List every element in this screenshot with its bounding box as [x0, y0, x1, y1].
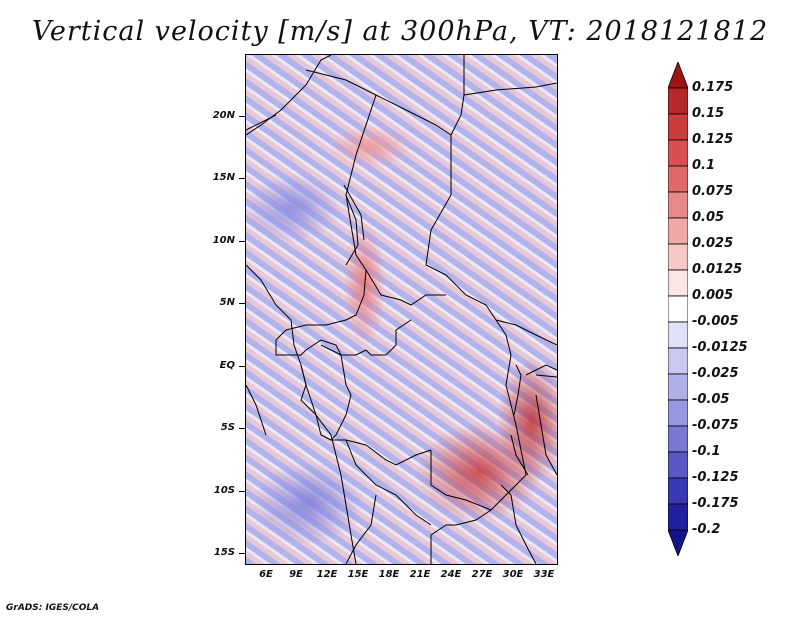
- lon-label-15e: 15E: [347, 569, 369, 580]
- colorbar-segment: [668, 321, 688, 349]
- colorbar-label: -0.05: [692, 392, 730, 407]
- colorbar-bottom-arrow: [668, 529, 688, 556]
- colorbar-label: 0.125: [692, 132, 734, 147]
- footer-credit: GrADS: IGES/COLA: [6, 603, 100, 613]
- colorbar-label: 0.15: [692, 106, 725, 121]
- colorbar-segment: [668, 425, 688, 453]
- colorbar-label: 0.005: [692, 288, 734, 303]
- colorbar-label: -0.2: [692, 522, 721, 537]
- colorbar-label: -0.125: [692, 470, 739, 485]
- colorbar-segment: [668, 269, 688, 297]
- lon-label-18e: 18E: [378, 569, 400, 580]
- colorbar-label: 0.075: [692, 184, 734, 199]
- lat-label-20n: 20N: [212, 110, 235, 121]
- colorbar-label: -0.075: [692, 418, 739, 433]
- lat-tick: [239, 178, 245, 179]
- lon-label-9e: 9E: [289, 569, 303, 580]
- lat-tick: [239, 303, 245, 304]
- colorbar-segment: [668, 451, 688, 479]
- colorbar-segment: [668, 113, 688, 141]
- lat-label-eq: EQ: [219, 360, 235, 371]
- colorbar-label: -0.0125: [692, 340, 748, 355]
- map-plot: [245, 54, 558, 565]
- colorbar-segment: [668, 399, 688, 427]
- lon-label-33e: 33E: [533, 569, 555, 580]
- colorbar-segment: [668, 165, 688, 193]
- lat-tick: [239, 553, 245, 554]
- lon-label-27e: 27E: [471, 569, 493, 580]
- colorbar-segment: [668, 243, 688, 271]
- colorbar: [668, 62, 688, 556]
- colorbar-segment: [668, 295, 688, 323]
- colorbar-label: -0.005: [692, 314, 739, 329]
- lat-label-5s: 5S: [220, 422, 235, 433]
- lat-label-15s: 15S: [213, 547, 235, 558]
- colorbar-label: 0.1: [692, 158, 716, 173]
- lat-label-10s: 10S: [213, 485, 235, 496]
- lat-label-10n: 10N: [212, 235, 235, 246]
- lat-label-15n: 15N: [212, 172, 235, 183]
- colorbar-segment: [668, 139, 688, 167]
- lat-tick: [239, 366, 245, 367]
- colorbar-label: 0.0125: [692, 262, 743, 277]
- colorbar-label: 0.025: [692, 236, 734, 251]
- lat-tick: [239, 491, 245, 492]
- lat-label-5n: 5N: [219, 297, 235, 308]
- colorbar-label: -0.1: [692, 444, 721, 459]
- lon-label-24e: 24E: [440, 569, 462, 580]
- colorbar-label: 0.175: [692, 80, 734, 95]
- lat-tick: [239, 428, 245, 429]
- map-title: Vertical velocity [m/s] at 300hPa, VT: 2…: [31, 16, 769, 47]
- colorbar-segment: [668, 191, 688, 219]
- colorbar-label: -0.025: [692, 366, 739, 381]
- colorbar-label: 0.05: [692, 210, 725, 225]
- colorbar-segment: [668, 477, 688, 505]
- lat-tick: [239, 241, 245, 242]
- lon-label-21e: 21E: [409, 569, 431, 580]
- colorbar-segment: [668, 373, 688, 401]
- lon-label-30e: 30E: [502, 569, 524, 580]
- colorbar-segment: [668, 503, 688, 531]
- lon-label-12e: 12E: [316, 569, 338, 580]
- colorbar-segment: [668, 347, 688, 375]
- lon-label-6e: 6E: [259, 569, 273, 580]
- colorbar-label: -0.175: [692, 496, 739, 511]
- lat-tick: [239, 116, 245, 117]
- colorbar-top-arrow: [668, 62, 688, 89]
- colorbar-segment: [668, 217, 688, 245]
- colorbar-segment: [668, 87, 688, 115]
- country-borders: [246, 55, 557, 564]
